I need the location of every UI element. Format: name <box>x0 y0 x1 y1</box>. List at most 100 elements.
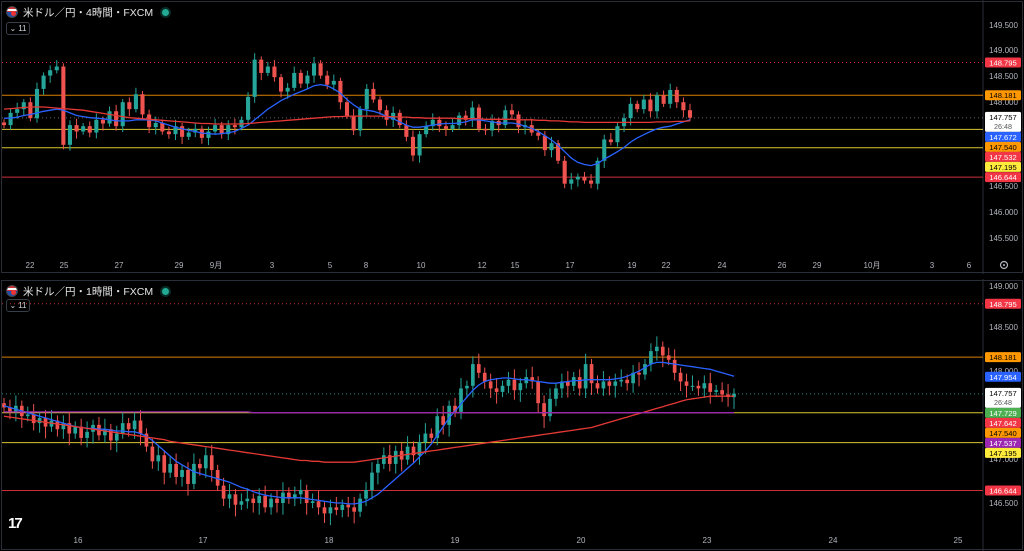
usd-flag-icon <box>6 285 18 297</box>
y-tick-label: 146.000 <box>989 208 1018 217</box>
x-tick-label: 12 <box>478 261 487 270</box>
candle-body <box>687 110 693 118</box>
candle-body <box>648 99 653 112</box>
candle-body <box>67 423 72 434</box>
y-tick-label: 145.500 <box>989 234 1018 243</box>
x-tick-label: 17 <box>199 536 208 545</box>
candle-body <box>272 66 277 78</box>
candle-body <box>340 504 345 510</box>
candle-body <box>215 470 220 486</box>
candle-body <box>435 416 440 438</box>
candle-body <box>371 88 376 100</box>
candle-body <box>213 125 218 132</box>
candle-body <box>602 139 607 161</box>
indicator-toggle[interactable]: ⌄ 11 <box>6 22 30 35</box>
candle-body <box>583 364 588 389</box>
candle-body <box>613 381 618 386</box>
candle-body <box>554 388 558 399</box>
candle-body <box>595 160 600 184</box>
candle-body <box>87 126 92 133</box>
candle-body <box>331 80 336 85</box>
candle-body <box>226 125 231 135</box>
candle-body <box>516 114 521 128</box>
candle-body <box>166 131 171 135</box>
candle-body <box>156 455 161 462</box>
candle-body <box>556 143 561 161</box>
x-tick-label: 22 <box>662 261 671 270</box>
chart-panel-4h[interactable]: 149.500149.000148.500148.000147.500147.0… <box>0 0 1024 274</box>
candle-body <box>140 94 145 115</box>
candle-body <box>132 420 137 430</box>
candle-body <box>67 125 73 145</box>
price-label: 148.181 <box>989 353 1016 362</box>
candle-body <box>447 405 451 425</box>
chart-panel-1h[interactable]: 149.000148.500148.000147.500147.000146.5… <box>0 279 1024 551</box>
candle-body <box>377 99 383 111</box>
candle-body <box>562 160 567 184</box>
price-label-box <box>985 161 1021 172</box>
chart-canvas-4h[interactable]: 149.500149.000148.500148.000147.500147.0… <box>0 0 1024 274</box>
x-tick-label: 19 <box>628 261 637 270</box>
candle-body <box>672 359 677 373</box>
candle-body <box>334 507 339 510</box>
settings-icon[interactable] <box>999 260 1009 270</box>
candle-body <box>463 115 468 120</box>
tradingview-logo-icon[interactable]: 17 <box>8 515 23 532</box>
price-label: 147.532 <box>989 153 1016 162</box>
candle-body <box>15 109 20 113</box>
candle-body <box>209 455 214 471</box>
price-label: 148.795 <box>989 59 1016 68</box>
y-tick-label: 146.500 <box>989 499 1018 508</box>
market-open-icon <box>162 8 170 16</box>
symbol-header[interactable]: 米ドル／円・4時間・FXCM <box>6 4 170 20</box>
price-label: 147.954 <box>989 373 1016 382</box>
x-tick-label: 3 <box>930 261 935 270</box>
candle-body <box>186 132 191 137</box>
indicator-count: 11 <box>18 301 27 310</box>
candle-body <box>453 405 457 412</box>
candle-body <box>186 470 190 484</box>
price-label-box <box>985 371 1021 382</box>
candle-body <box>100 119 105 124</box>
x-tick-label: 25 <box>954 536 963 545</box>
x-tick-label: 17 <box>566 261 575 270</box>
price-label: 147.729 <box>989 409 1016 418</box>
candle-body <box>364 489 368 499</box>
candle-body <box>278 77 284 92</box>
price-label: 147.195 <box>989 449 1016 458</box>
candle-body <box>1 122 7 126</box>
candle-body <box>589 180 594 184</box>
x-tick-label: 22 <box>26 261 35 270</box>
candle-body <box>482 372 487 382</box>
y-tick-label: 149.000 <box>989 46 1018 55</box>
candle-body <box>384 110 389 120</box>
chart-canvas-1h[interactable]: 149.000148.500148.000147.500147.000146.5… <box>0 279 1024 551</box>
candle-body <box>162 455 167 473</box>
x-tick-label: 19 <box>451 536 460 545</box>
x-tick-label: 18 <box>325 536 334 545</box>
price-label: 146.644 <box>989 173 1016 182</box>
candle-body <box>298 489 303 495</box>
candle-body <box>509 110 514 115</box>
countdown-label: 26:48 <box>994 398 1012 407</box>
symbol-header[interactable]: 米ドル／円・1時間・FXCM <box>6 283 170 299</box>
candle-body <box>74 125 79 132</box>
candle-body <box>708 383 713 392</box>
candle-body <box>8 407 12 412</box>
candle-body <box>120 423 125 434</box>
candle-body <box>180 470 184 477</box>
price-label-box <box>985 90 1021 101</box>
candle-body <box>500 385 505 392</box>
candle-body <box>404 125 409 137</box>
candle-body <box>549 143 554 151</box>
candle-body <box>381 455 386 464</box>
indicator-toggle[interactable]: ⌄ 11 <box>6 299 30 312</box>
candle-body <box>325 75 330 85</box>
price-label: 147.537 <box>989 439 1016 448</box>
candle-body <box>138 420 143 434</box>
indicator-count: 11 <box>18 24 27 33</box>
price-label-box <box>985 427 1021 438</box>
y-tick-label: 148.500 <box>989 323 1018 332</box>
candle-body <box>192 463 196 484</box>
x-tick-label: 25 <box>60 261 69 270</box>
